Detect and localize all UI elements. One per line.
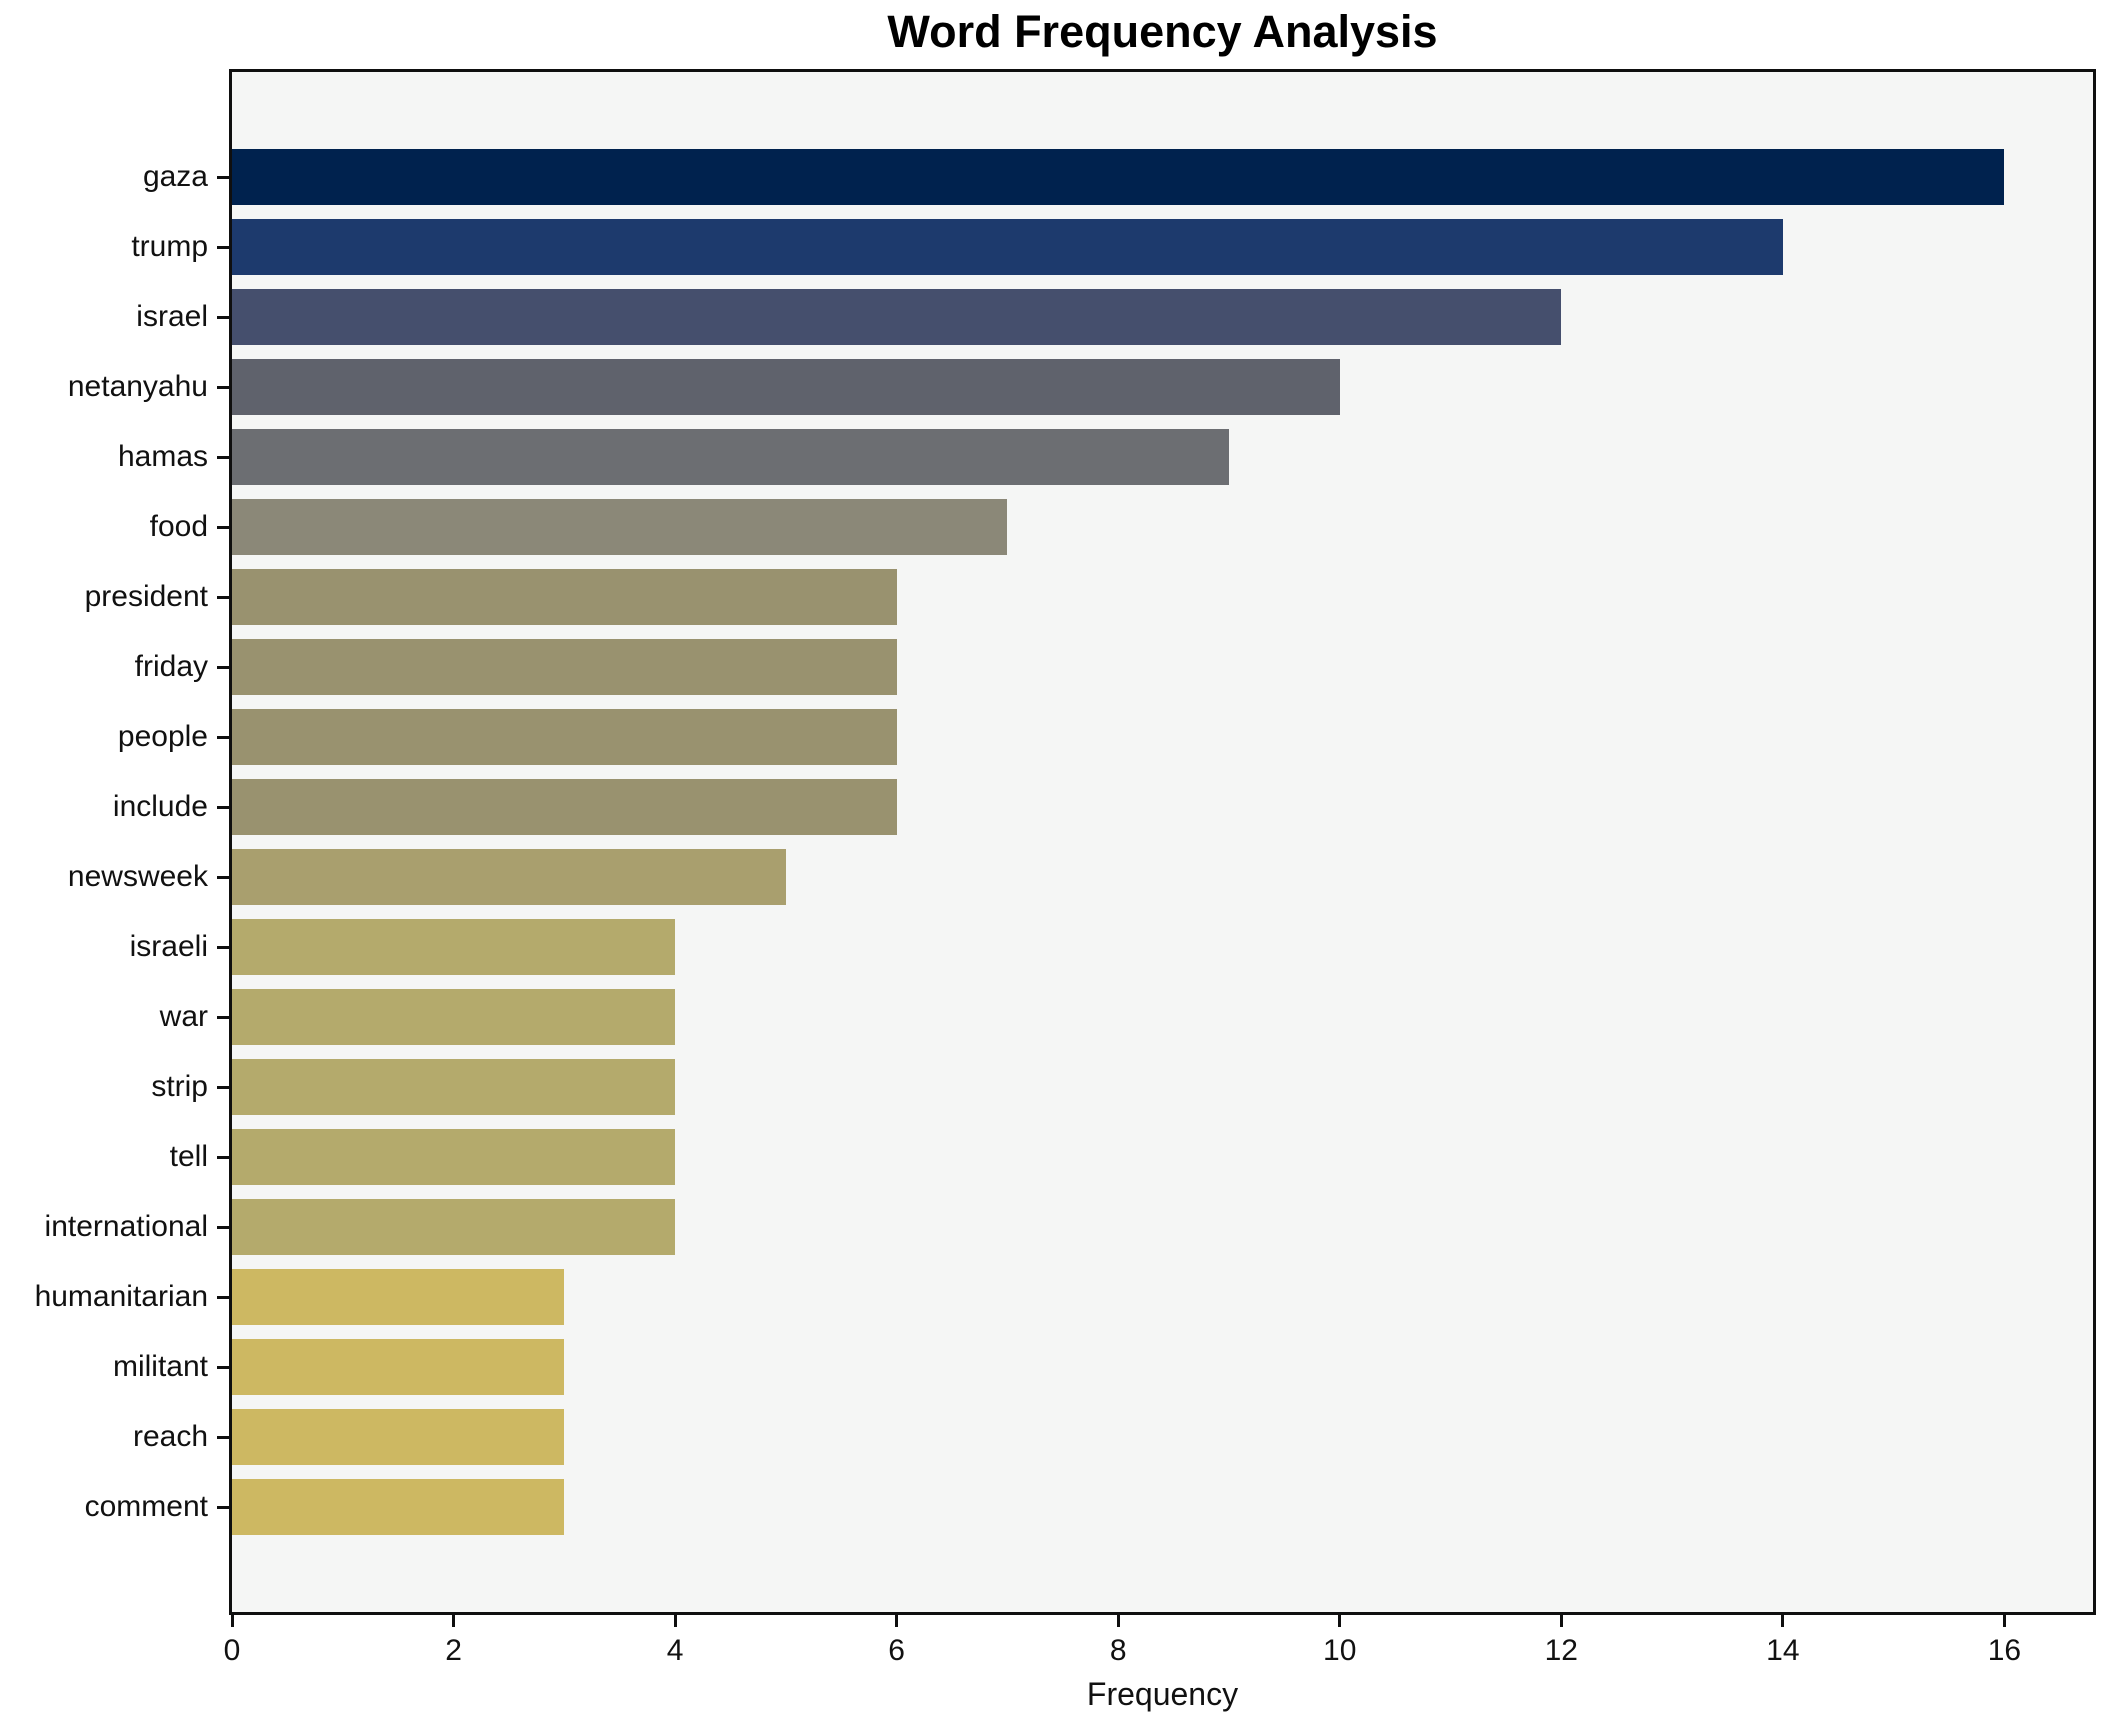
y-tick-label-comment: comment: [84, 1490, 208, 1523]
x-tick-mark: [673, 1612, 677, 1627]
y-tick-label-trump: trump: [131, 230, 208, 263]
y-tick-mark: [217, 175, 229, 179]
x-tick-mark: [1116, 1612, 1120, 1627]
bar-people: [232, 709, 897, 765]
bar-netanyahu: [232, 359, 1340, 415]
plot-area: [229, 69, 2096, 1615]
x-tick-mark: [230, 1612, 234, 1627]
y-tick-mark: [217, 805, 229, 809]
y-tick-label-netanyahu: netanyahu: [67, 370, 208, 403]
bar-trump: [232, 219, 1783, 275]
bar-comment: [232, 1479, 565, 1535]
y-tick-mark: [217, 315, 229, 319]
y-tick-label-hamas: hamas: [117, 440, 208, 473]
x-tick-mark: [452, 1612, 456, 1627]
x-tick-label-12: 12: [1544, 1634, 1578, 1667]
bar-friday: [232, 639, 897, 695]
x-tick-label-2: 2: [445, 1634, 462, 1667]
x-tick-label-10: 10: [1323, 1634, 1357, 1667]
x-tick-label-16: 16: [1987, 1634, 2022, 1667]
bar-hamas: [232, 429, 1229, 485]
x-tick-label-0: 0: [223, 1634, 241, 1667]
y-tick-label-war: war: [159, 1000, 208, 1033]
x-tick-label-14: 14: [1766, 1634, 1800, 1667]
y-tick-label-include: include: [112, 790, 208, 823]
y-tick-mark: [217, 735, 229, 739]
y-tick-mark: [217, 1225, 229, 1229]
bar-international: [232, 1199, 676, 1255]
x-axis-title: Frequency: [1086, 1676, 1239, 1712]
y-tick-mark: [217, 1435, 229, 1439]
y-tick-label-reach: reach: [132, 1420, 208, 1453]
bar-militant: [232, 1339, 565, 1395]
bar-include: [232, 779, 897, 835]
x-tick-mark: [1559, 1612, 1563, 1627]
y-tick-mark: [217, 455, 229, 459]
y-tick-label-newsweek: newsweek: [67, 860, 208, 893]
x-tick-label-6: 6: [888, 1634, 905, 1667]
x-tick-mark: [2002, 1612, 2006, 1627]
y-tick-label-international: international: [44, 1210, 208, 1243]
bar-humanitarian: [232, 1269, 565, 1325]
y-tick-label-humanitarian: humanitarian: [34, 1280, 208, 1313]
y-tick-label-friday: friday: [134, 650, 208, 683]
bar-war: [232, 989, 676, 1045]
bar-food: [232, 499, 1008, 555]
x-tick-mark: [1338, 1612, 1342, 1627]
bar-israel: [232, 289, 1562, 345]
x-tick-label-4: 4: [666, 1634, 684, 1667]
bar-newsweek: [232, 849, 786, 905]
y-tick-mark: [217, 1295, 229, 1299]
x-tick-mark: [1781, 1612, 1785, 1627]
y-tick-mark: [217, 945, 229, 949]
bar-tell: [232, 1129, 676, 1185]
y-tick-mark: [217, 665, 229, 669]
y-tick-label-gaza: gaza: [142, 160, 208, 193]
y-tick-label-president: president: [84, 580, 208, 613]
y-tick-label-tell: tell: [169, 1140, 208, 1173]
y-tick-mark: [217, 245, 229, 249]
bar-president: [232, 569, 897, 625]
y-tick-mark: [217, 1085, 229, 1089]
y-tick-label-israeli: israeli: [129, 930, 208, 963]
y-tick-label-food: food: [149, 510, 208, 543]
bar-reach: [232, 1409, 565, 1465]
x-tick-label-8: 8: [1109, 1634, 1127, 1667]
y-tick-mark: [217, 1365, 229, 1369]
x-tick-mark: [895, 1612, 899, 1627]
chart-title: Word Frequency Analysis: [887, 6, 1438, 57]
y-tick-mark: [217, 385, 229, 389]
y-tick-label-strip: strip: [151, 1070, 208, 1103]
y-tick-label-militant: militant: [112, 1350, 208, 1383]
bar-israeli: [232, 919, 676, 975]
y-tick-mark: [217, 1505, 229, 1509]
y-tick-mark: [217, 1015, 229, 1019]
y-tick-mark: [217, 1155, 229, 1159]
y-tick-mark: [217, 875, 229, 879]
y-tick-mark: [217, 595, 229, 599]
y-tick-mark: [217, 525, 229, 529]
bar-strip: [232, 1059, 676, 1115]
y-tick-label-people: people: [117, 720, 208, 753]
bar-gaza: [232, 149, 2005, 205]
y-tick-label-israel: israel: [136, 300, 208, 333]
